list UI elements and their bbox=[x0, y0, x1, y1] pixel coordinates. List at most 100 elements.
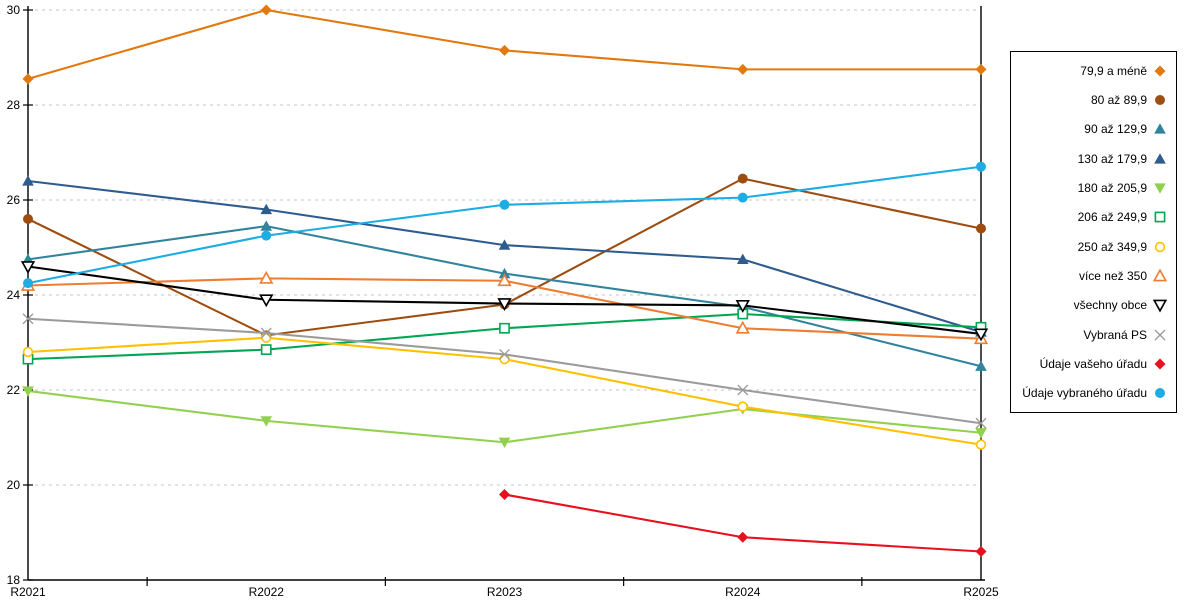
legend-marker-icon bbox=[1155, 388, 1165, 399]
y-tick-label: 20 bbox=[7, 478, 21, 492]
data-point-marker bbox=[23, 278, 33, 289]
data-point-marker bbox=[498, 267, 511, 279]
data-point-marker bbox=[737, 531, 749, 543]
legend-marker-icon bbox=[1154, 358, 1166, 370]
legend-label: 250 až 349,9 bbox=[1077, 239, 1147, 254]
legend-item-1: 80 až 89,9 bbox=[1015, 86, 1168, 114]
legend-item-2: 90 až 129,9 bbox=[1015, 115, 1168, 143]
data-point-marker bbox=[22, 73, 34, 85]
data-point-marker bbox=[260, 4, 272, 16]
legend-marker-icon bbox=[1154, 241, 1166, 252]
legend-label: Údaje vybraného úřadu bbox=[1022, 386, 1147, 401]
legend-marker-icon bbox=[1154, 211, 1166, 223]
data-point-marker bbox=[260, 203, 273, 215]
legend-marker-shape bbox=[1154, 329, 1166, 341]
series-4 bbox=[22, 386, 987, 449]
legend-marker-shape bbox=[1154, 241, 1166, 252]
data-point-marker bbox=[975, 439, 987, 450]
data-point-marker bbox=[737, 63, 749, 75]
legend-label: 79,9 a méně bbox=[1080, 63, 1147, 78]
legend-label: 80 až 89,9 bbox=[1090, 92, 1147, 107]
legend-label: více než 350 bbox=[1078, 268, 1147, 283]
data-point-marker bbox=[499, 199, 510, 210]
data-point-marker bbox=[499, 348, 510, 360]
y-tick-label: 26 bbox=[7, 193, 21, 207]
legend-item-11: Údaje vybraného úřadu bbox=[1015, 379, 1168, 407]
data-point-marker bbox=[261, 230, 272, 241]
data-point-marker bbox=[499, 44, 510, 56]
data-point-marker bbox=[20, 261, 36, 274]
data-point-marker bbox=[975, 360, 987, 371]
data-point-marker bbox=[737, 384, 749, 396]
legend-marker-shape bbox=[1155, 94, 1165, 105]
data-point-marker bbox=[737, 401, 748, 412]
series-line bbox=[27, 312, 982, 361]
legend-marker-icon bbox=[1152, 268, 1168, 282]
series-6 bbox=[22, 332, 987, 450]
data-point-marker bbox=[735, 320, 750, 334]
data-point-marker bbox=[737, 173, 748, 184]
legend-label: Údaje vašeho úřadu bbox=[1039, 356, 1147, 371]
data-point-marker bbox=[975, 546, 987, 557]
series-0 bbox=[22, 4, 987, 85]
data-point-marker bbox=[736, 253, 749, 264]
legend-label: 206 až 249,9 bbox=[1077, 210, 1147, 225]
legend-item-10: Údaje vašeho úřadu bbox=[1015, 350, 1168, 378]
data-point-marker bbox=[735, 300, 750, 313]
data-point-marker bbox=[260, 344, 272, 356]
legend-item-8: všechny obce bbox=[1015, 291, 1168, 319]
series-8 bbox=[20, 261, 989, 342]
legend-marker-icon bbox=[1154, 65, 1166, 77]
legend-marker-shape bbox=[1154, 358, 1166, 370]
x-tick-label: R2022 bbox=[249, 585, 285, 599]
series-9 bbox=[22, 313, 987, 429]
legend-marker-icon bbox=[1154, 329, 1166, 341]
data-point-marker bbox=[260, 220, 273, 231]
legend-item-7: více než 350 bbox=[1015, 262, 1168, 290]
legend-marker-shape bbox=[1154, 152, 1166, 164]
data-point-marker bbox=[23, 214, 33, 224]
data-point-marker bbox=[260, 327, 272, 339]
data-point-marker bbox=[22, 386, 34, 397]
series-5 bbox=[22, 308, 987, 365]
data-point-marker bbox=[737, 192, 748, 203]
x-tick-label: R2025 bbox=[963, 585, 999, 599]
data-point-marker bbox=[22, 175, 34, 186]
legend-item-6: 250 až 349,9 bbox=[1015, 233, 1168, 261]
data-point-marker bbox=[975, 63, 987, 75]
y-tick-label: 24 bbox=[7, 288, 21, 302]
legend-marker-shape bbox=[1152, 268, 1168, 282]
legend-item-9: Vybraná PS bbox=[1015, 321, 1168, 349]
legend-marker-shape bbox=[1155, 388, 1165, 399]
legend-marker-shape bbox=[1152, 299, 1168, 313]
data-point-marker bbox=[497, 273, 512, 287]
legend-label: 130 až 179,9 bbox=[1077, 151, 1147, 166]
data-point-marker bbox=[259, 294, 274, 308]
legend-marker-shape bbox=[1154, 183, 1166, 194]
data-point-marker bbox=[498, 239, 511, 250]
data-point-marker bbox=[22, 346, 34, 358]
series-line bbox=[27, 8, 981, 80]
x-tick-label: R2024 bbox=[725, 585, 761, 599]
legend-item-5: 206 až 249,9 bbox=[1015, 203, 1168, 231]
series-11 bbox=[23, 161, 986, 289]
data-point-marker bbox=[499, 322, 510, 334]
legend-marker-shape bbox=[1154, 123, 1166, 134]
legend-marker-shape bbox=[1154, 65, 1166, 77]
data-point-marker bbox=[975, 428, 987, 439]
series-line bbox=[27, 165, 982, 285]
y-tick-label: 22 bbox=[7, 383, 21, 397]
series-3 bbox=[22, 175, 987, 337]
data-point-marker bbox=[975, 417, 987, 429]
legend: 79,9 a méně 80 až 89,9 90 až 129,9 130 až 1… bbox=[1010, 51, 1177, 413]
data-point-marker bbox=[499, 489, 510, 500]
legend-item-4: 180 až 205,9 bbox=[1015, 174, 1168, 202]
legend-label: 90 až 129,9 bbox=[1084, 122, 1147, 137]
legend-marker-shape bbox=[1154, 211, 1166, 223]
legend-item-0: 79,9 a méně bbox=[1015, 57, 1168, 85]
y-tick-label: 18 bbox=[7, 573, 21, 587]
series-line bbox=[504, 493, 982, 553]
data-point-marker bbox=[973, 328, 989, 342]
